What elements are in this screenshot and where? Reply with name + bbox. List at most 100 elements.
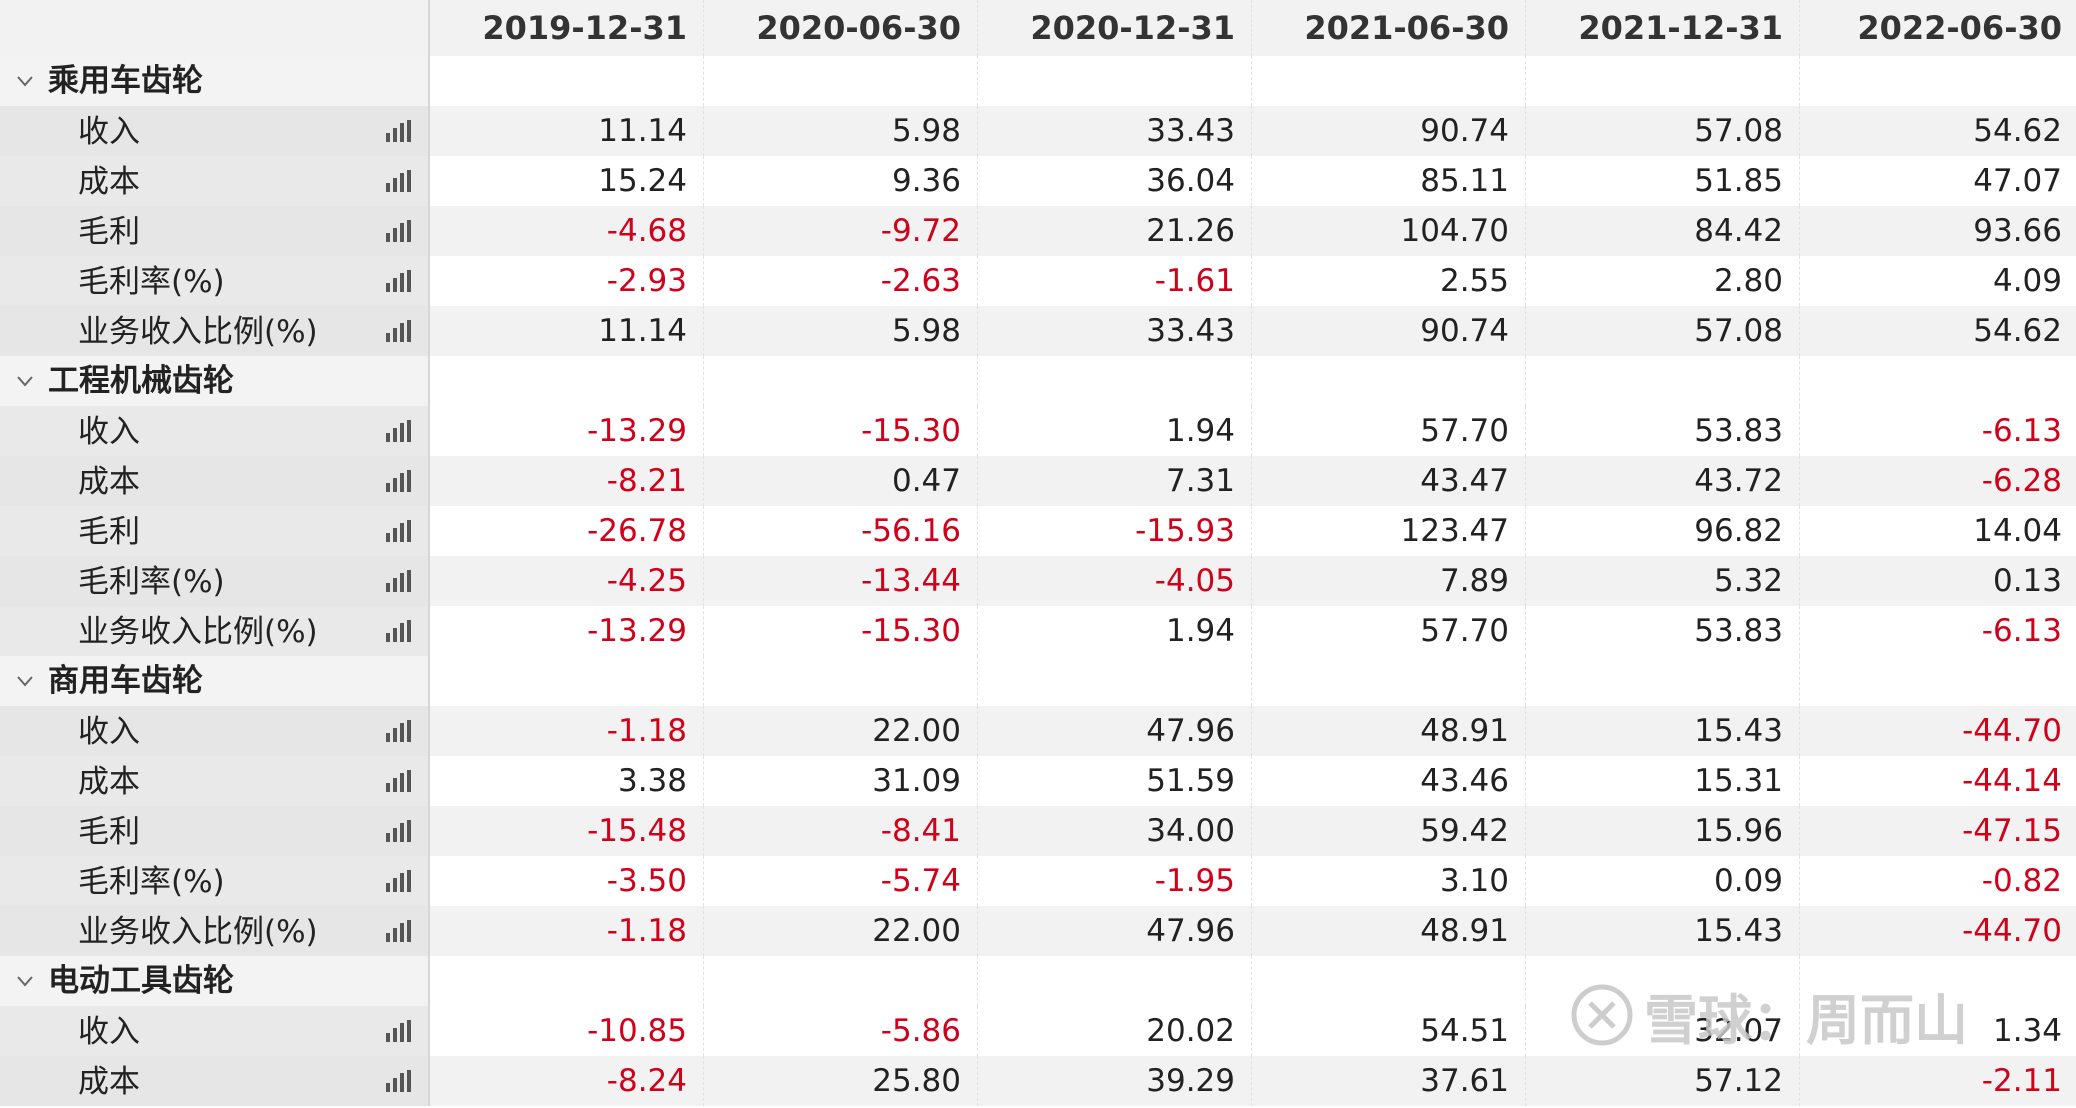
metric-label: 业务收入比例(%) xyxy=(78,314,318,350)
metric-label: 成本 xyxy=(78,1064,140,1100)
value-cell: 2.55 xyxy=(1252,256,1526,306)
metric-label: 毛利 xyxy=(78,214,140,250)
metric-label-cell: 成本 xyxy=(0,1056,430,1106)
empty-cell xyxy=(978,356,1252,406)
value-cell: 104.70 xyxy=(1252,206,1526,256)
empty-cell xyxy=(704,656,978,706)
column-header[interactable]: 2019-12-31 xyxy=(430,0,704,56)
table-header: 2019-12-31 2020-06-30 2020-12-31 2021-06… xyxy=(0,0,2076,56)
value-cell: 0.47 xyxy=(704,456,978,506)
bar-chart-icon[interactable] xyxy=(386,570,412,592)
table-row[interactable]: 收入 -1.18 22.00 47.96 48.91 15.43 -44.70 xyxy=(0,706,2076,756)
group-row[interactable]: 电动工具齿轮 xyxy=(0,956,2076,1006)
metric-label-cell: 收入 xyxy=(0,106,430,156)
bar-chart-icon[interactable] xyxy=(386,170,412,192)
bar-chart-icon[interactable] xyxy=(386,920,412,942)
value-cell: -44.70 xyxy=(1962,713,2062,749)
empty-cell xyxy=(704,956,978,1006)
empty-cell xyxy=(978,656,1252,706)
table-row[interactable]: 业务收入比例(%) -13.29 -15.30 1.94 57.70 53.83 -6.13 xyxy=(0,606,2076,656)
column-header[interactable]: 2021-12-31 xyxy=(1526,0,1800,56)
metric-label: 毛利率(%) xyxy=(78,864,225,900)
bar-chart-icon[interactable] xyxy=(386,770,412,792)
value-cell: 4.09 xyxy=(1992,263,2062,299)
table-row[interactable]: 毛利 -15.48 -8.41 34.00 59.42 15.96 -47.15 xyxy=(0,806,2076,856)
value-cell: -13.29 xyxy=(430,606,704,656)
bar-chart-icon[interactable] xyxy=(386,720,412,742)
bar-chart-icon[interactable] xyxy=(386,1020,412,1042)
value-cell: -9.72 xyxy=(704,206,978,256)
value-cell: 0.13 xyxy=(1992,563,2062,599)
table-row[interactable]: 成本 -8.24 25.80 39.29 37.61 57.12 -2.11 xyxy=(0,1056,2076,1106)
table-row[interactable]: 毛利率(%) -3.50 -5.74 -1.95 3.10 0.09 -0.82 xyxy=(0,856,2076,906)
value-cell: 48.91 xyxy=(1252,906,1526,956)
column-header[interactable]: 2021-06-30 xyxy=(1252,0,1526,56)
value-cell: 5.98 xyxy=(704,306,978,356)
column-header[interactable]: 2020-12-31 xyxy=(978,0,1252,56)
value-cell: 54.51 xyxy=(1252,1006,1526,1056)
bar-chart-icon[interactable] xyxy=(386,120,412,142)
table-row[interactable]: 成本 15.24 9.36 36.04 85.11 51.85 47.07 xyxy=(0,156,2076,206)
value-cell: -8.24 xyxy=(430,1056,704,1106)
metric-label-cell: 毛利率(%) xyxy=(0,556,430,606)
empty-cell xyxy=(978,56,1252,106)
column-header[interactable]: 2022-06-30 xyxy=(1857,9,2062,47)
table-row[interactable]: 收入 -13.29 -15.30 1.94 57.70 53.83 -6.13 xyxy=(0,406,2076,456)
bar-chart-icon[interactable] xyxy=(386,820,412,842)
bar-chart-icon[interactable] xyxy=(386,870,412,892)
value-cell: 1.94 xyxy=(978,606,1252,656)
value-cell: 53.83 xyxy=(1526,606,1800,656)
table-row[interactable]: 收入 -10.85 -5.86 20.02 54.51 32.07 1.34 xyxy=(0,1006,2076,1056)
group-row[interactable]: 乘用车齿轮 xyxy=(0,56,2076,106)
value-cell: 22.00 xyxy=(704,906,978,956)
group-row[interactable]: 商用车齿轮 xyxy=(0,656,2076,706)
bar-chart-icon[interactable] xyxy=(386,470,412,492)
value-cell: 51.59 xyxy=(978,756,1252,806)
bar-chart-icon[interactable] xyxy=(386,420,412,442)
xueqiu-logo-icon xyxy=(1571,984,1633,1046)
chevron-down-icon[interactable] xyxy=(14,370,36,392)
chevron-down-icon[interactable] xyxy=(14,670,36,692)
value-cell: 59.42 xyxy=(1252,806,1526,856)
bar-chart-icon[interactable] xyxy=(386,220,412,242)
column-header[interactable]: 2020-06-30 xyxy=(704,0,978,56)
bar-chart-icon[interactable] xyxy=(386,1070,412,1092)
table-row[interactable]: 业务收入比例(%) -1.18 22.00 47.96 48.91 15.43 -44.70 xyxy=(0,906,2076,956)
table-row[interactable]: 毛利 -26.78 -56.16 -15.93 123.47 96.82 14.04 xyxy=(0,506,2076,556)
empty-cell xyxy=(430,56,704,106)
group-row[interactable]: 工程机械齿轮 xyxy=(0,356,2076,406)
value-cell: 54.62 xyxy=(1973,113,2062,149)
table-row[interactable]: 成本 3.38 31.09 51.59 43.46 15.31 -44.14 xyxy=(0,756,2076,806)
group-label-cell: 乘用车齿轮 xyxy=(0,56,430,106)
value-cell: 36.04 xyxy=(978,156,1252,206)
table-row[interactable]: 毛利率(%) -4.25 -13.44 -4.05 7.89 5.32 0.13 xyxy=(0,556,2076,606)
value-cell: 57.08 xyxy=(1526,306,1800,356)
value-cell: -1.61 xyxy=(978,256,1252,306)
table-row[interactable]: 毛利 -4.68 -9.72 21.26 104.70 84.42 93.66 xyxy=(0,206,2076,256)
value-cell: 33.43 xyxy=(978,106,1252,156)
table-row[interactable]: 业务收入比例(%) 11.14 5.98 33.43 90.74 57.08 54.62 xyxy=(0,306,2076,356)
value-cell: 15.43 xyxy=(1526,706,1800,756)
value-cell: 2.80 xyxy=(1526,256,1800,306)
value-cell: -13.29 xyxy=(430,406,704,456)
value-cell: 5.32 xyxy=(1526,556,1800,606)
value-cell: -2.63 xyxy=(704,256,978,306)
table-row[interactable]: 毛利率(%) -2.93 -2.63 -1.61 2.55 2.80 4.09 xyxy=(0,256,2076,306)
chevron-down-icon[interactable] xyxy=(14,970,36,992)
group-title: 工程机械齿轮 xyxy=(48,363,234,399)
bar-chart-icon[interactable] xyxy=(386,270,412,292)
empty-cell xyxy=(704,356,978,406)
metric-label-cell: 成本 xyxy=(0,756,430,806)
table-row[interactable]: 收入 11.14 5.98 33.43 90.74 57.08 54.62 xyxy=(0,106,2076,156)
bar-chart-icon[interactable] xyxy=(386,320,412,342)
metric-label-cell: 毛利 xyxy=(0,206,430,256)
chevron-down-icon[interactable] xyxy=(14,70,36,92)
empty-cell xyxy=(430,656,704,706)
value-cell: 22.00 xyxy=(704,706,978,756)
bar-chart-icon[interactable] xyxy=(386,520,412,542)
metric-label-cell: 收入 xyxy=(0,406,430,456)
value-cell: 57.12 xyxy=(1526,1056,1800,1106)
table-row[interactable]: 成本 -8.21 0.47 7.31 43.47 43.72 -6.28 xyxy=(0,456,2076,506)
bar-chart-icon[interactable] xyxy=(386,620,412,642)
value-cell: 90.74 xyxy=(1252,306,1526,356)
